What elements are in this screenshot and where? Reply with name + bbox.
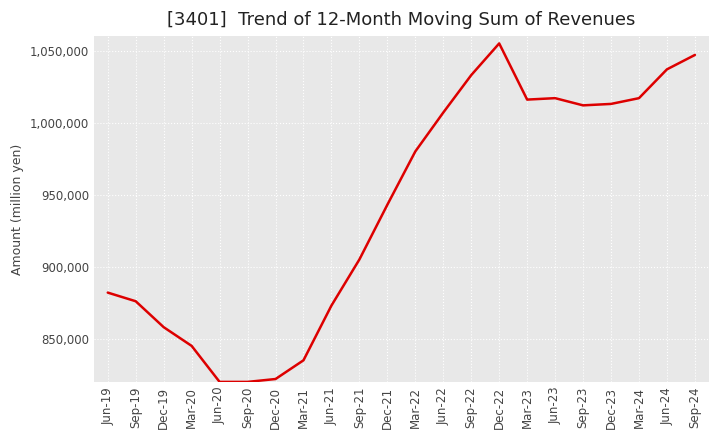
Y-axis label: Amount (million yen): Amount (million yen) [11,143,24,275]
Title: [3401]  Trend of 12-Month Moving Sum of Revenues: [3401] Trend of 12-Month Moving Sum of R… [167,11,636,29]
